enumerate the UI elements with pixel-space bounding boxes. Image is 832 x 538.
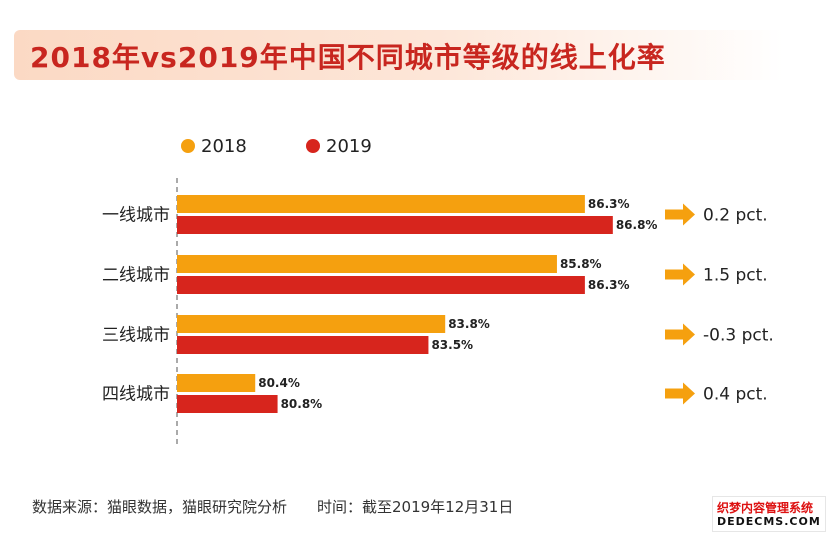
right-arrow-icon <box>665 382 695 405</box>
legend-swatch-2019 <box>306 139 320 153</box>
bar-2019 <box>177 216 613 234</box>
bar-value-label: 83.8% <box>448 317 490 331</box>
bar-value-label: 86.3% <box>588 278 630 292</box>
bar-value-label: 85.8% <box>560 257 602 271</box>
right-arrow-icon <box>665 323 695 346</box>
bar-value-label: 80.8% <box>281 397 323 411</box>
bar-value-label: 80.4% <box>258 376 300 390</box>
source-note: 数据来源：猫眼数据，猫眼研究院分析 时间：截至2019年12月31日 <box>32 498 514 516</box>
bar-value-label: 86.3% <box>588 197 630 211</box>
category-label: 一线城市 <box>102 206 170 226</box>
legend-label-2019: 2019 <box>326 136 372 157</box>
bar-value-label: 83.5% <box>431 338 473 352</box>
bar-value-label: 86.8% <box>616 218 658 232</box>
legend: 2018 2019 <box>181 136 372 157</box>
change-value: 0.2 pct. <box>703 206 768 226</box>
bar-chart: 2018 2019 一线城市 86.3% 86.8% 0.2 pct. 二线城市 85.8%… <box>102 136 774 448</box>
legend-label-2018: 2018 <box>201 136 247 157</box>
title-band <box>14 30 784 80</box>
change-value: 1.5 pct. <box>703 266 768 286</box>
right-arrow-icon <box>665 263 695 286</box>
chart-title: 2018年vs2019年中国不同城市等级的线上化率 <box>30 41 666 74</box>
plot-area: 一线城市 86.3% 86.8% 0.2 pct. 二线城市 85.8% 86.3% 1.5 … <box>102 195 774 413</box>
bar-2018 <box>177 374 256 392</box>
legend-swatch-2018 <box>181 139 195 153</box>
category-label: 三线城市 <box>102 326 170 346</box>
bar-2019 <box>177 276 585 294</box>
bar-2019 <box>177 395 278 413</box>
right-arrow-icon <box>665 203 695 226</box>
category-label: 四线城市 <box>102 385 170 405</box>
bar-2018 <box>177 315 446 333</box>
bar-2018 <box>177 255 557 273</box>
watermark-logo: 织梦内容管理系统 DEDECMS.COM <box>712 496 826 532</box>
bar-2018 <box>177 195 585 213</box>
category-label: 二线城市 <box>102 266 170 286</box>
bar-2019 <box>177 336 429 354</box>
watermark-text-top: 织梦内容管理系统 <box>717 501 814 515</box>
watermark-text-bottom: DEDECMS.COM <box>717 515 821 528</box>
change-value: 0.4 pct. <box>703 385 768 405</box>
change-value: -0.3 pct. <box>703 326 774 346</box>
